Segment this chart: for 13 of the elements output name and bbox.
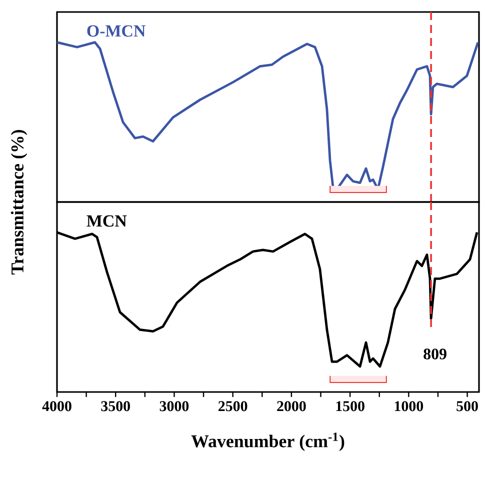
y-axis-title: Transmittance (%): [10, 130, 28, 275]
x-tick-label: 1000: [394, 401, 424, 412]
x-tick-label: 500: [456, 401, 478, 412]
x-tick-label: 3000: [160, 401, 189, 412]
ref-line-label: 809: [424, 348, 446, 360]
x-tick-label: 2500: [218, 401, 248, 412]
x-axis-title: Wavenumber (cm$^{-1}$): [191, 432, 344, 451]
x-tick-label: 4000: [42, 401, 72, 412]
x-tick-label: 3500: [101, 401, 130, 412]
series-label: O-MCN: [87, 25, 146, 37]
x-tick-label: 2000: [277, 401, 306, 412]
series-label: MCN: [86, 215, 127, 227]
x-tick-label: 1500: [336, 401, 364, 412]
